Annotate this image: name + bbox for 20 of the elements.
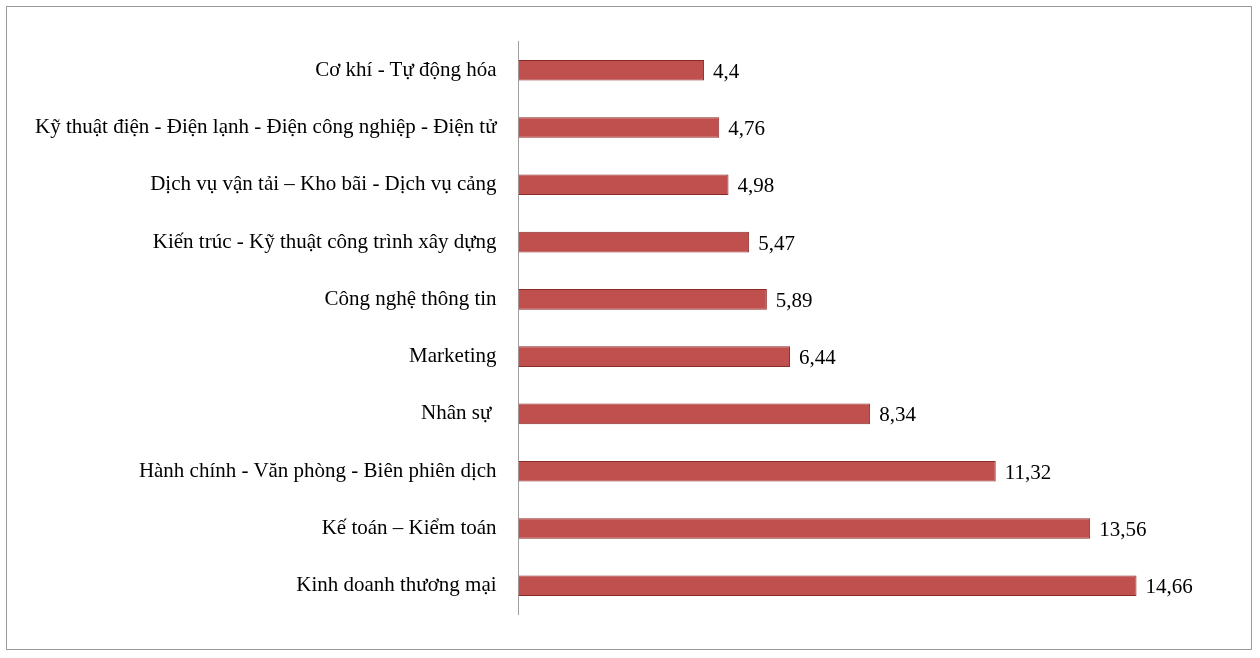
y-tick-label: Hành chính - Văn phòng - Biên phiên dịch: [138, 457, 498, 482]
data-label: 5,89: [775, 287, 813, 312]
data-label: 4,98: [737, 173, 775, 198]
y-tick-label: Marketing: [409, 343, 498, 368]
data-label: 14,66: [1145, 574, 1193, 599]
data-label: 4,76: [728, 116, 765, 141]
y-tick-label: Kỹ thuật điện - Điện lạnh - Điện công nghiệp - Điện tử: [34, 114, 498, 139]
y-tick-label: Dịch vụ vận tải – Kho bãi - Dịch vụ cảng: [150, 171, 498, 196]
y-tick-label: Cơ khí - Tự động hóa: [315, 56, 498, 81]
y-tick-label: Công nghệ thông tin: [324, 285, 498, 310]
data-label: 11,32: [1004, 459, 1052, 484]
data-label: 8,34: [879, 402, 917, 427]
data-label: 6,44: [799, 345, 837, 370]
y-tick-label: Kinh doanh thương mại: [296, 572, 497, 597]
y-tick-label: Kiến trúc - Kỹ thuật công trình xây dựng: [152, 228, 498, 253]
data-label: 4,4: [713, 58, 740, 83]
y-tick-label: Kế toán – Kiểm toán: [321, 515, 498, 539]
y-tick-label: Nhân sự: [421, 400, 497, 425]
data-label: 13,56: [1099, 517, 1147, 541]
data-label: 5,47: [758, 230, 795, 255]
